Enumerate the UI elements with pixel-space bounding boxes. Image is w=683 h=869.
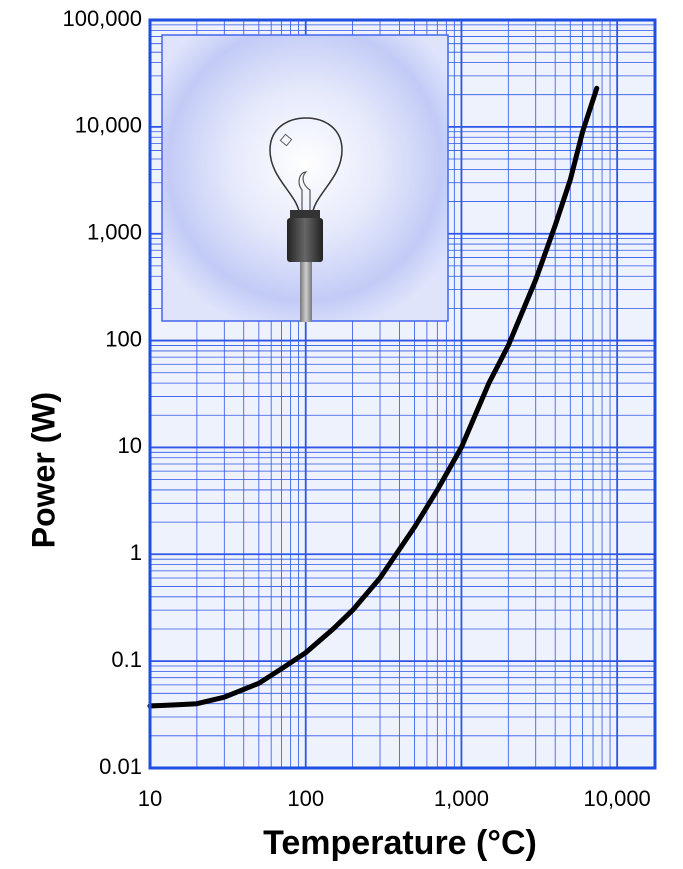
- x-tick-label: 10,000: [584, 786, 651, 811]
- x-tick-label: 100: [287, 786, 324, 811]
- y-tick-label: 10: [118, 433, 142, 458]
- y-tick-label: 0.1: [111, 647, 142, 672]
- y-tick-label: 10,000: [75, 113, 142, 138]
- x-axis-label: Temperature (°C): [263, 824, 537, 862]
- y-tick-label: 100: [105, 326, 142, 351]
- x-tick-label: 10: [138, 786, 162, 811]
- x-tick-label: 1,000: [434, 786, 489, 811]
- chart: 10 100 1,000 10,000 0.01 0.1 1 10 100 1,000 10,000…: [0, 0, 683, 869]
- y-tick-label: 1,000: [87, 220, 142, 245]
- y-tick-label: 1: [130, 540, 142, 565]
- inset-illustration: [162, 35, 448, 322]
- y-tick-label: 100,000: [62, 6, 142, 31]
- page: 10 100 1,000 10,000 0.01 0.1 1 10 100 1,000 10,000…: [0, 0, 683, 869]
- y-tick-label: 0.01: [99, 754, 142, 779]
- y-axis-label: Power (W): [25, 392, 61, 548]
